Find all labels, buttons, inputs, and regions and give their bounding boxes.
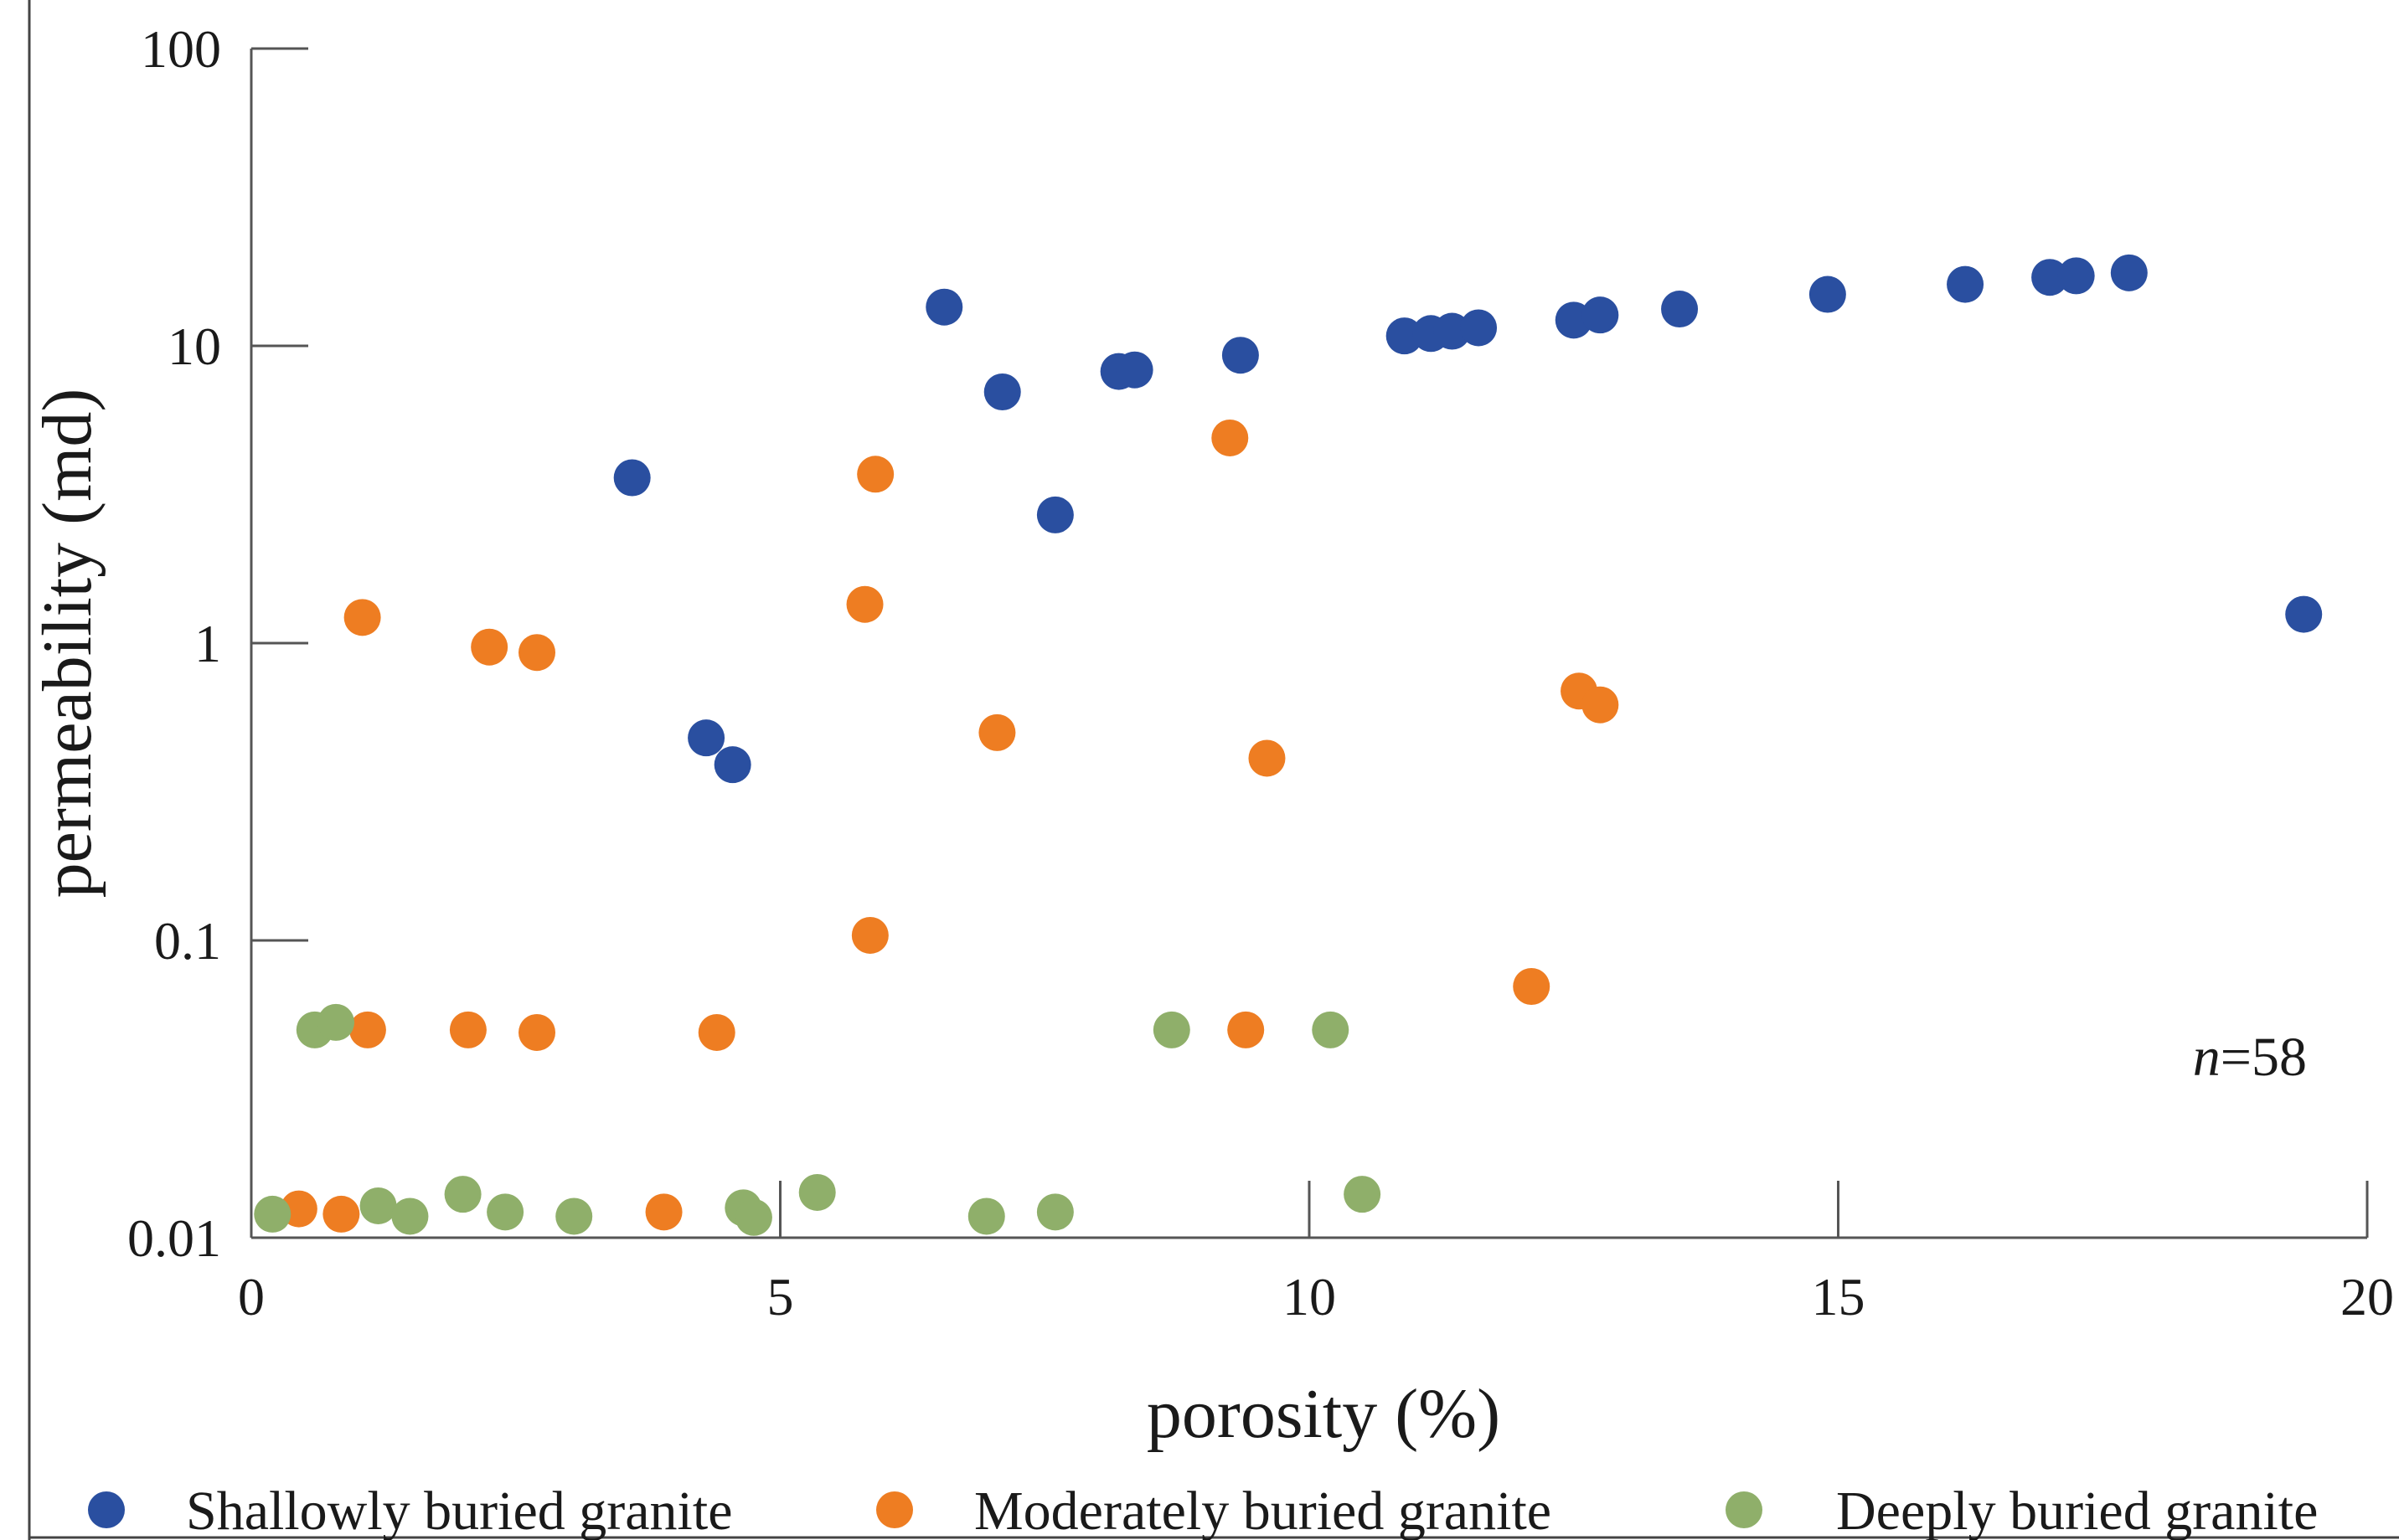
x-tick-label: 0 (238, 1267, 265, 1326)
legend-marker-moderate (876, 1491, 913, 1528)
y-tick-label: 10 (168, 317, 221, 376)
shallow-point (926, 288, 963, 326)
moderate-point (518, 1013, 556, 1051)
moderate-point (698, 1013, 735, 1051)
y-tick-label: 1 (194, 614, 221, 673)
shallow-point (1116, 351, 1153, 389)
shallow-point (2031, 259, 2069, 296)
deep-point (254, 1195, 291, 1233)
moderate-point (846, 585, 884, 623)
sample-count-annotation: n=58 (2193, 1027, 2307, 1088)
sample-count-symbol: n (2193, 1027, 2221, 1088)
moderate-point (1248, 739, 1286, 777)
moderate-point (449, 1011, 487, 1048)
deep-point (1344, 1176, 1381, 1213)
sample-count-value: =58 (2221, 1027, 2307, 1088)
deep-point (487, 1193, 524, 1231)
moderate-point (343, 599, 381, 636)
legend: Shallowly buried granite Moderately buri… (88, 1481, 2318, 1540)
x-tick-label: 15 (1812, 1267, 1865, 1326)
legend-marker-shallow (88, 1491, 125, 1528)
deep-point (359, 1187, 397, 1224)
deep-point (967, 1197, 1005, 1235)
x-tick-label: 5 (767, 1267, 794, 1326)
legend-marker-deep (1726, 1491, 1762, 1528)
y-tick-label: 0.01 (127, 1208, 221, 1268)
shallow-point (1808, 276, 1846, 313)
moderate-point (857, 456, 895, 493)
moderate-point (471, 628, 508, 666)
shallow-point (1221, 337, 1259, 374)
y-ticks: 0.01 0.1 1 10 100 (127, 19, 308, 1268)
deep-point (798, 1173, 836, 1211)
shallow-point (688, 719, 725, 757)
moderate-point (1211, 419, 1249, 456)
shallow-point (714, 746, 751, 784)
x-tick-label: 20 (2340, 1267, 2394, 1326)
deep-point (555, 1197, 593, 1235)
shallow-point (2057, 257, 2095, 295)
legend-label-deep: Deeply buried granite (1836, 1481, 2318, 1540)
deep-point (1153, 1011, 1190, 1048)
deep-point (735, 1198, 772, 1236)
shallow-point (2110, 254, 2148, 291)
shallow-point (1661, 291, 1699, 328)
y-axis: 0.01 0.1 1 10 100 (127, 19, 308, 1268)
moderate-point (348, 1011, 386, 1048)
moderate-point (1227, 1011, 1265, 1048)
shallow-point (2285, 595, 2323, 633)
shallow-point (1947, 265, 1984, 303)
deep-point (1312, 1011, 1349, 1048)
moderate-point (851, 916, 889, 954)
moderate-point (1581, 686, 1619, 724)
x-axis-title: porosity (%) (1147, 1375, 1500, 1453)
y-axis-title: permeability (md) (28, 389, 106, 899)
deep-point (444, 1176, 482, 1213)
moderate-point (518, 634, 556, 672)
x-ticks: 0 5 10 15 20 (238, 1181, 2394, 1326)
shallow-point (1581, 296, 1619, 334)
moderate-point (1513, 967, 1550, 1005)
moderate-point (322, 1195, 360, 1233)
shallow-point (1385, 317, 1423, 355)
shallow-point (1036, 496, 1074, 533)
x-axis: 0 5 10 15 20 (238, 1181, 2394, 1326)
shallow-point (1460, 309, 1498, 347)
x-tick-label: 10 (1282, 1267, 1336, 1326)
y-tick-label: 100 (141, 19, 221, 79)
moderate-point (645, 1193, 683, 1231)
shallow-point (983, 373, 1021, 410)
deep-point (391, 1197, 429, 1235)
y-tick-label: 0.1 (154, 911, 221, 971)
legend-label-moderate: Moderately buried granite (974, 1481, 1551, 1540)
deep-point (1036, 1193, 1074, 1231)
shallow-point (613, 459, 651, 497)
data-points (254, 254, 2323, 1236)
deep-point (317, 1003, 355, 1041)
moderate-point (978, 713, 1016, 751)
legend-label-shallow: Shallowly buried granite (186, 1481, 733, 1540)
